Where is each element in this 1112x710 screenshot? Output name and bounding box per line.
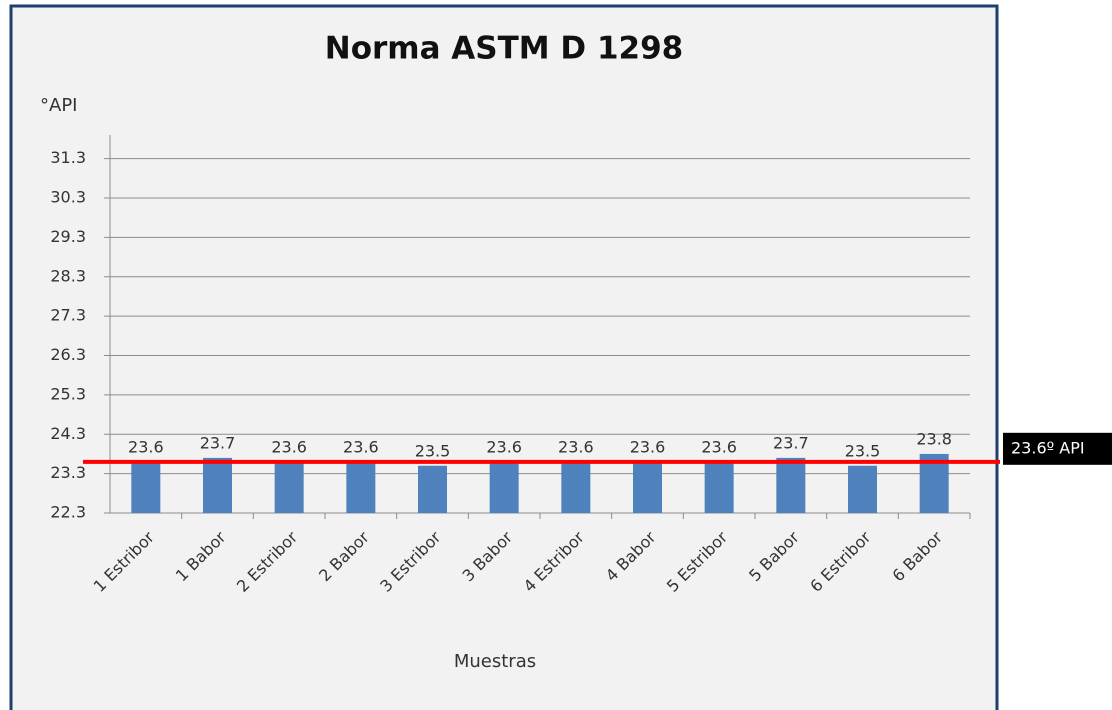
y-tick-label: 22.3 [50,503,86,522]
bar [131,461,161,513]
data-label: 23.6 [271,437,307,456]
reference-label-box [1003,432,1112,465]
y-tick-label: 24.3 [50,424,86,443]
bar [418,465,447,513]
data-label: 23.6 [630,437,666,456]
data-label: 23.6 [558,437,594,456]
bar [561,461,591,513]
chart-frame [9,4,999,710]
bar [848,465,877,513]
data-label: 23.6 [701,437,737,456]
data-label: 23.7 [773,433,809,452]
y-tick-label: 28.3 [50,266,86,285]
bar [704,461,734,513]
y-tick-label: 30.3 [50,188,86,207]
y-tick-label: 26.3 [50,345,86,364]
data-label: 23.6 [343,437,379,456]
data-label: 23.6 [128,437,164,456]
data-label: 23.6 [486,437,522,456]
chart-title: Norma ASTM D 1298 [325,31,683,67]
y-tick-label: 31.3 [50,148,86,167]
x-axis-label: Muestras [454,651,536,672]
reference-label: 23.6º API [1011,438,1085,457]
bar [274,461,304,513]
y-tick-label: 27.3 [50,306,86,325]
data-label: 23.8 [916,429,952,448]
data-label: 23.7 [200,433,236,452]
bar [489,461,519,513]
y-axis-label: °API [40,95,77,116]
bar [633,461,662,513]
bar [346,461,376,513]
data-label: 23.5 [845,441,881,460]
bar [203,457,232,513]
bar [776,457,806,513]
y-tick-label: 23.3 [50,463,86,482]
y-tick-label: 29.3 [50,227,86,246]
data-label: 23.5 [415,441,451,460]
y-tick-label: 25.3 [50,384,86,403]
